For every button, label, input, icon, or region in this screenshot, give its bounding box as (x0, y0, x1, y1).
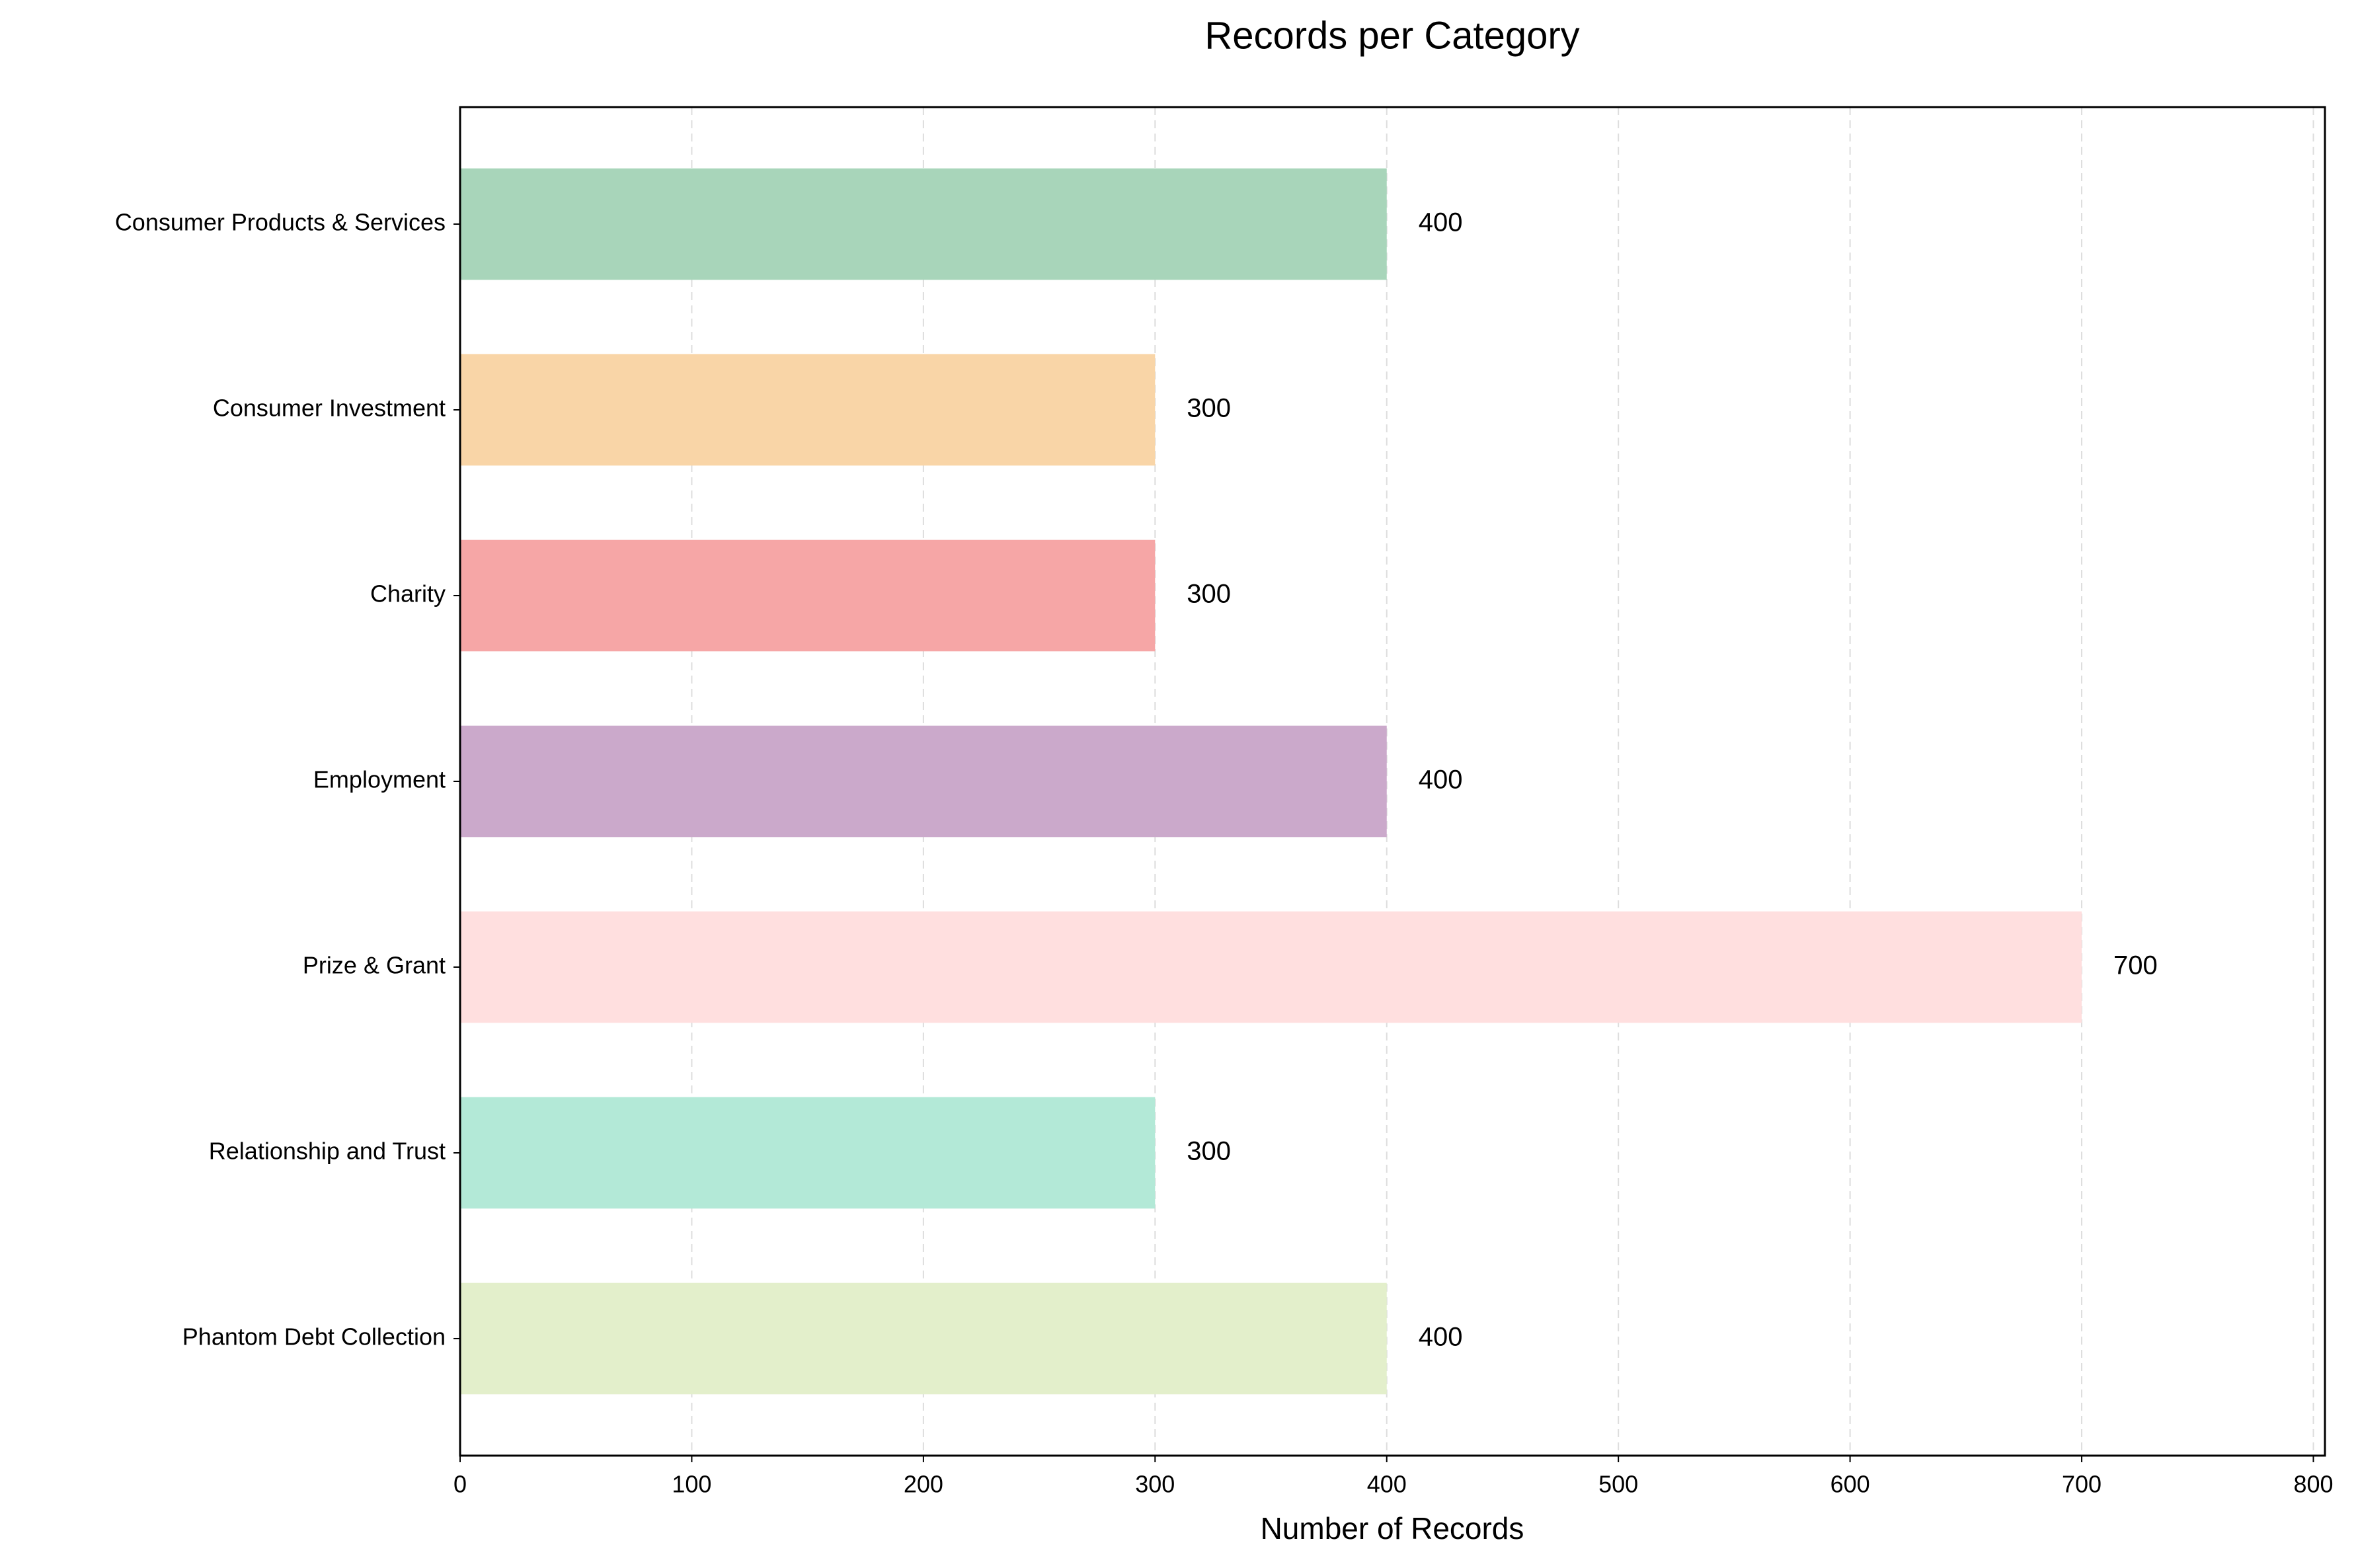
y-tick-label: Employment (313, 766, 446, 793)
x-tick-label: 800 (2293, 1471, 2333, 1498)
x-tick-label: 500 (1598, 1471, 1638, 1498)
bar (460, 168, 1387, 280)
y-tick-label: Consumer Products & Services (115, 209, 446, 236)
value-label: 300 (1187, 580, 1231, 609)
value-label: 700 (2113, 951, 2158, 980)
value-label: 300 (1187, 1137, 1231, 1166)
y-tick-label: Prize & Grant (303, 952, 446, 979)
bar (460, 725, 1387, 838)
x-tick-label: 0 (453, 1471, 467, 1498)
bar (460, 354, 1156, 466)
bar (460, 1097, 1156, 1209)
value-label: 400 (1419, 765, 1463, 795)
chart-title: Records per Category (1204, 14, 1579, 57)
bar (460, 1282, 1387, 1395)
value-label: 300 (1187, 394, 1231, 423)
x-tick-label: 700 (2062, 1471, 2102, 1498)
value-label: 400 (1419, 208, 1463, 237)
value-label: 400 (1419, 1323, 1463, 1352)
bar (460, 911, 2082, 1023)
x-tick-label: 600 (1830, 1471, 1870, 1498)
x-tick-label: 400 (1367, 1471, 1407, 1498)
x-tick-label: 300 (1135, 1471, 1175, 1498)
y-tick-label: Phantom Debt Collection (182, 1323, 446, 1350)
x-tick-label: 100 (672, 1471, 711, 1498)
x-tick-label: 200 (904, 1471, 943, 1498)
y-tick-label: Charity (370, 580, 446, 608)
y-tick-label: Relationship and Trust (209, 1137, 446, 1164)
plot-frame (459, 106, 2326, 1457)
bar (460, 539, 1156, 652)
x-axis-label: Number of Records (1261, 1511, 1524, 1546)
y-tick-label: Consumer Investment (213, 395, 446, 422)
